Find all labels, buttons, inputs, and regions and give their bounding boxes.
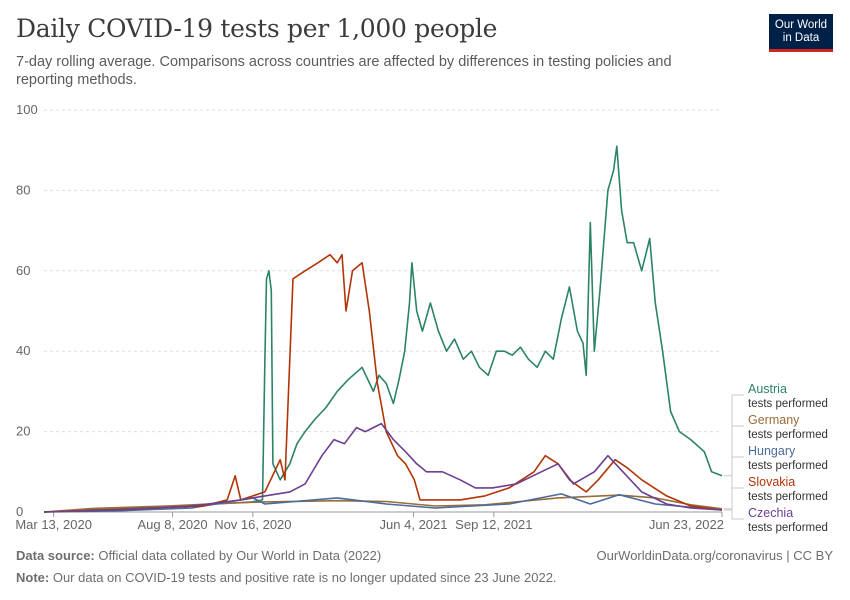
x-tick-label: Sep 12, 2021 (455, 517, 532, 532)
x-tick-label: Mar 13, 2020 (15, 517, 92, 532)
y-tick-label: 100 (16, 102, 38, 117)
chart-title: Daily COVID-19 tests per 1,000 people (16, 14, 498, 43)
data-source-label: Data source: (16, 548, 95, 563)
legend-label-slovakia: Slovakia (748, 475, 795, 489)
data-source: Data source: Official data collated by O… (16, 548, 381, 563)
series-line-austria (43, 145, 723, 513)
owid-logo[interactable]: Our World in Data (769, 14, 833, 52)
note-label: Note: (16, 570, 50, 585)
legend-sublabel: tests performed (748, 429, 828, 441)
note-text: Our data on COVID-19 tests and positive … (52, 570, 557, 585)
series-line-slovakia (43, 253, 723, 513)
y-tick-label: 0 (16, 504, 23, 519)
x-tick-label: Nov 16, 2020 (214, 517, 291, 532)
legend-connector (724, 394, 744, 477)
legend-label-czechia: Czechia (748, 506, 793, 520)
legend-label-austria: Austria (748, 382, 787, 396)
y-tick-label: 20 (16, 424, 30, 439)
data-source-text: Official data collated by Our World in D… (98, 548, 382, 563)
legend-connector (724, 456, 744, 511)
legend-connector (724, 425, 744, 510)
logo-line-2: in Data (782, 31, 820, 44)
chart-subtitle: 7-day rolling average. Comparisons acros… (16, 54, 672, 88)
legend-label-hungary: Hungary (748, 444, 796, 458)
legend-connector (724, 509, 744, 520)
chart-note: Note: Our data on COVID-19 tests and pos… (16, 570, 557, 585)
credit-link[interactable]: OurWorldinData.org/coronavirus | CC BY (596, 548, 833, 563)
y-tick-label: 60 (16, 263, 30, 278)
logo-line-1: Our World (774, 19, 828, 31)
series-line-germany (43, 494, 723, 513)
x-tick-label: Jun 23, 2022 (649, 517, 724, 532)
legend-label-germany: Germany (748, 413, 800, 427)
legend-sublabel: tests performed (748, 522, 828, 534)
legend-sublabel: tests performed (748, 491, 828, 503)
x-tick-label: Aug 8, 2020 (137, 517, 207, 532)
legend-sublabel: tests performed (748, 460, 828, 472)
legend-sublabel: tests performed (748, 398, 828, 410)
legend-connector (724, 487, 744, 511)
y-tick-label: 80 (16, 182, 30, 197)
series-line-czechia (43, 422, 723, 513)
x-tick-label: Jun 4, 2021 (380, 517, 448, 532)
y-tick-label: 40 (16, 343, 30, 358)
